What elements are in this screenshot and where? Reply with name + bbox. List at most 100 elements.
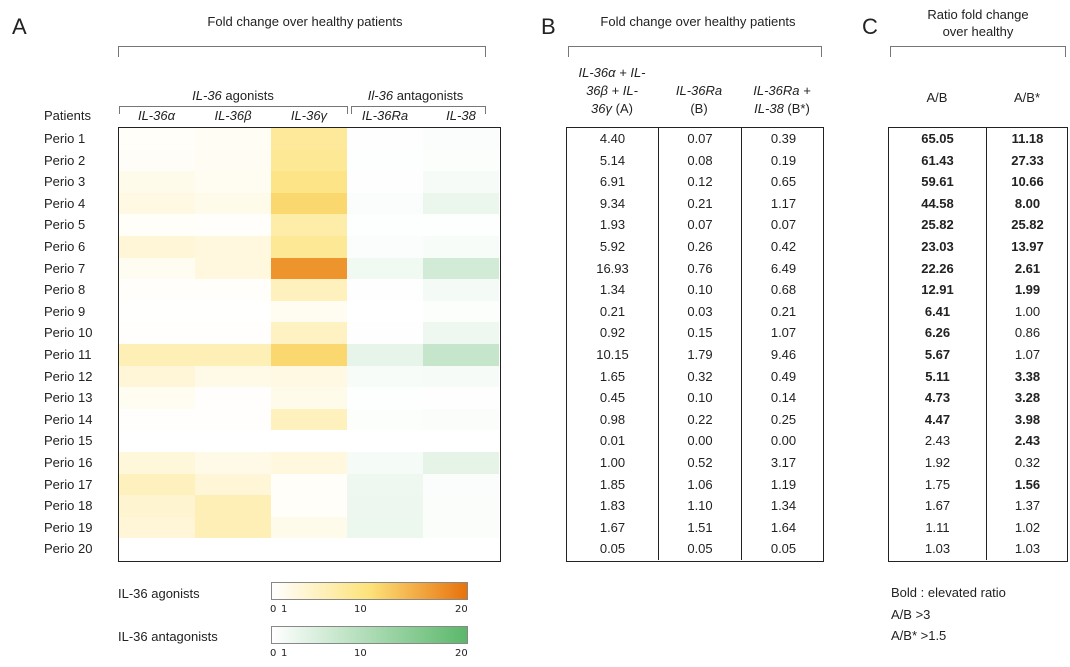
heatmap-cell (119, 516, 195, 539)
patient-label: Perio 12 (44, 368, 93, 384)
panel-c-title-line1: Ratio fold change (927, 7, 1029, 22)
heatmap-cell (347, 365, 423, 388)
patient-label: Perio 1 (44, 131, 86, 146)
table-row: 1.85 1.06 1.19 (567, 473, 825, 496)
heatmap-cell (271, 344, 347, 367)
table-row: 5.92 0.26 0.42 (567, 235, 825, 258)
table-cell: 10.15 (567, 343, 659, 366)
ratio-cell: 2.43 (889, 430, 987, 452)
table-row: 12.91 1.99 (889, 279, 1068, 301)
ratio-cell: 3.28 (1014, 390, 1041, 406)
patient-label: Perio 8 (44, 282, 86, 298)
heatmap-cell (195, 149, 271, 172)
table-cell: 9.34 (567, 192, 659, 215)
heatmap-cell (119, 473, 195, 496)
heatmap-cell (271, 322, 347, 345)
ratio-cell: 2.61 (1014, 260, 1041, 276)
heatmap-cell (195, 452, 271, 475)
table-cell: 0.21 (567, 300, 659, 323)
heatmap-cell (347, 452, 423, 475)
table-cell: 0.26 (658, 235, 742, 258)
table-cell: 0.49 (770, 368, 797, 384)
table-cell: 0.05 (658, 538, 742, 560)
ratio-cell: 1.92 (889, 451, 987, 474)
legend-antagonists-label: IL-36 antagonists (118, 629, 218, 644)
table-cell: 1.67 (567, 516, 659, 539)
table-cell: 1.17 (770, 195, 797, 211)
table-cell: 0.15 (658, 322, 742, 344)
heatmap-cell (347, 192, 423, 215)
legend-antagonists-colorbar (271, 626, 468, 644)
heatmap-cell (347, 128, 423, 151)
panel-c-title-line2: over healthy (942, 24, 1014, 39)
table-cell: 0.39 (770, 131, 797, 146)
ratio-cell: 1.37 (1014, 498, 1041, 514)
heatmap-cell (423, 387, 499, 410)
table-cell: 3.17 (770, 454, 797, 470)
col-b-a-line2: 36β + IL- (586, 83, 638, 98)
panel-c-brace (890, 46, 1066, 57)
table-cell: 9.46 (770, 346, 797, 362)
ratio-cell: 1.02 (1014, 519, 1041, 535)
table-cell: 1.00 (567, 451, 659, 474)
ratio-cell: 4.47 (889, 408, 987, 431)
table-row: 61.43 27.33 (889, 149, 1068, 172)
table-row: 1.03 1.03 (889, 538, 1068, 560)
table-row: 1.67 1.37 (889, 495, 1068, 517)
legend-ant-tick-0: 0 (270, 648, 277, 659)
agonists-prefix: IL-36 (192, 88, 222, 103)
table-row: 0.92 0.15 1.07 (567, 322, 825, 344)
table-cell: 0.25 (770, 411, 797, 427)
table-cell: 0.12 (658, 171, 742, 193)
heatmap-cell (119, 387, 195, 410)
table-row: 10.15 1.79 9.46 (567, 343, 825, 366)
table-row: 5.14 0.08 0.19 (567, 149, 825, 172)
panel-b-table: 4.40 0.07 0.39 5.14 0.08 0.19 6.91 0.12 0.65 9.34… (567, 128, 825, 560)
ratio-cell: 1.11 (889, 516, 987, 539)
table-cell: 0.14 (770, 390, 797, 406)
ratio-cell: 22.26 (889, 257, 987, 280)
col-b-bstar-line2-italic: IL-38 (754, 101, 784, 116)
col-b-a-line3-rest: (A) (612, 101, 633, 116)
table-row: 5.67 1.07 (889, 343, 1068, 366)
heatmap-cell (423, 128, 499, 151)
legend-agonists-label: IL-36 agonists (118, 586, 200, 601)
heatmap-cell (119, 236, 195, 259)
table-cell: 0.05 (770, 541, 797, 557)
ratio-cell: 6.26 (889, 322, 987, 344)
table-cell: 0.98 (567, 408, 659, 431)
ratio-cell: 1.75 (889, 473, 987, 496)
table-cell: 0.00 (658, 430, 742, 452)
table-row: 1.93 0.07 0.07 (567, 214, 825, 236)
ratio-cell: 1.56 (1014, 476, 1041, 492)
panel-a-brace (118, 46, 486, 57)
col-il38: IL-38 (446, 108, 476, 123)
heatmap-cell (195, 473, 271, 496)
heatmap-cell (423, 344, 499, 367)
heatmap-cell (347, 430, 423, 453)
ratio-cell: 3.98 (1014, 411, 1041, 427)
table-row: 0.21 0.03 0.21 (567, 300, 825, 323)
heatmap-cell (271, 192, 347, 215)
panel-b-brace (568, 46, 822, 57)
heatmap-cell (195, 322, 271, 345)
heatmap-cell (423, 236, 499, 259)
patient-label: Perio 16 (44, 455, 93, 470)
ratio-cell: 61.43 (889, 149, 987, 172)
table-cell: 1.07 (770, 325, 797, 341)
heatmap-cell (347, 236, 423, 259)
patient-label: Perio 13 (44, 390, 93, 406)
patient-label: Perio 7 (44, 260, 86, 276)
table-row: 25.82 25.82 (889, 214, 1068, 236)
table-cell: 0.32 (658, 365, 742, 388)
table-cell: 0.01 (567, 430, 659, 452)
heatmap-cell (271, 430, 347, 453)
note-ab: A/B >3 (891, 607, 931, 622)
table-cell: 6.49 (770, 260, 797, 276)
panel-b-letter: B (541, 14, 556, 39)
panel-a-letter: A (12, 14, 27, 39)
table-row: 6.41 1.00 (889, 300, 1068, 323)
table-cell: 0.68 (770, 282, 797, 298)
panel-c-frame (888, 127, 1068, 562)
antagonists-prefix: Il-36 (367, 88, 394, 103)
